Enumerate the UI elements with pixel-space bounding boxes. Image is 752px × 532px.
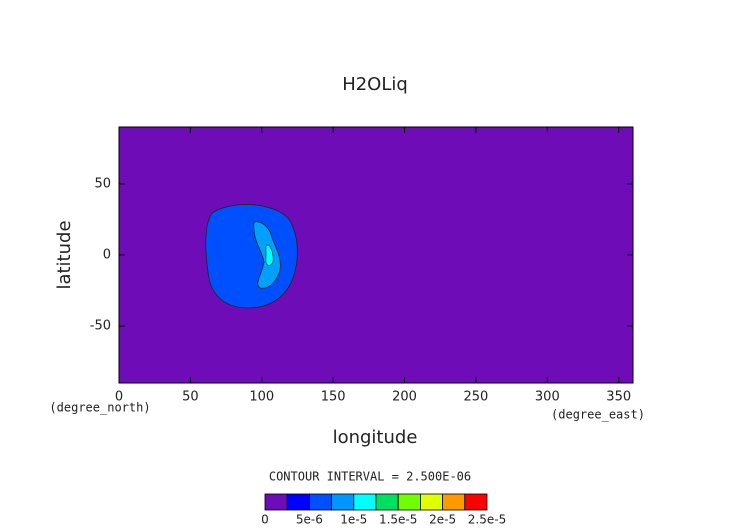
colorbar-tick-label: 5e-6: [296, 513, 323, 527]
x-tick-label: 100: [249, 390, 274, 405]
colorbar-box: [331, 493, 355, 511]
y-tick-label: -50: [90, 319, 111, 334]
colorbar-box: [464, 493, 488, 511]
colorbar-box: [286, 493, 310, 511]
x-tick-label: 0: [115, 390, 123, 405]
colorbar-box: [442, 493, 466, 511]
x-axis-label: longitude: [333, 427, 418, 448]
colorbar-box: [375, 493, 399, 511]
colorbar-tick-label: 2.5e-5: [468, 513, 506, 527]
colorbar-tick-label: 1e-5: [340, 513, 367, 527]
x-tick-label: 50: [182, 390, 199, 405]
plot-background: [119, 127, 633, 383]
colorbar-tick-label: 1.5e-5: [379, 513, 417, 527]
colorbar-box: [308, 493, 332, 511]
colorbar-tick-label: 2e-5: [429, 513, 456, 527]
y-unit: (degree_north): [49, 401, 150, 415]
x-tick-label: 150: [321, 390, 346, 405]
y-tick-label: 0: [103, 248, 111, 263]
contour-region: [265, 244, 274, 266]
x-tick-label: 200: [392, 390, 417, 405]
x-unit: (degree_east): [551, 408, 645, 422]
y-tick-label: 50: [94, 176, 111, 191]
colorbar-box: [353, 493, 377, 511]
annotation: CONTOUR INTERVAL = 2.500E-06: [269, 470, 471, 484]
contour-region: [205, 204, 298, 309]
x-tick-label: 350: [606, 390, 631, 405]
y-axis-label: latitude: [54, 220, 75, 289]
colorbar-box: [419, 493, 443, 511]
chart-title: H2OLiq: [342, 74, 408, 95]
x-tick-label: 250: [464, 390, 489, 405]
x-tick-label: 300: [535, 390, 560, 405]
colorbar-box: [264, 493, 288, 511]
colorbar-tick-label: 0: [261, 513, 269, 527]
colorbar-box: [397, 493, 421, 511]
